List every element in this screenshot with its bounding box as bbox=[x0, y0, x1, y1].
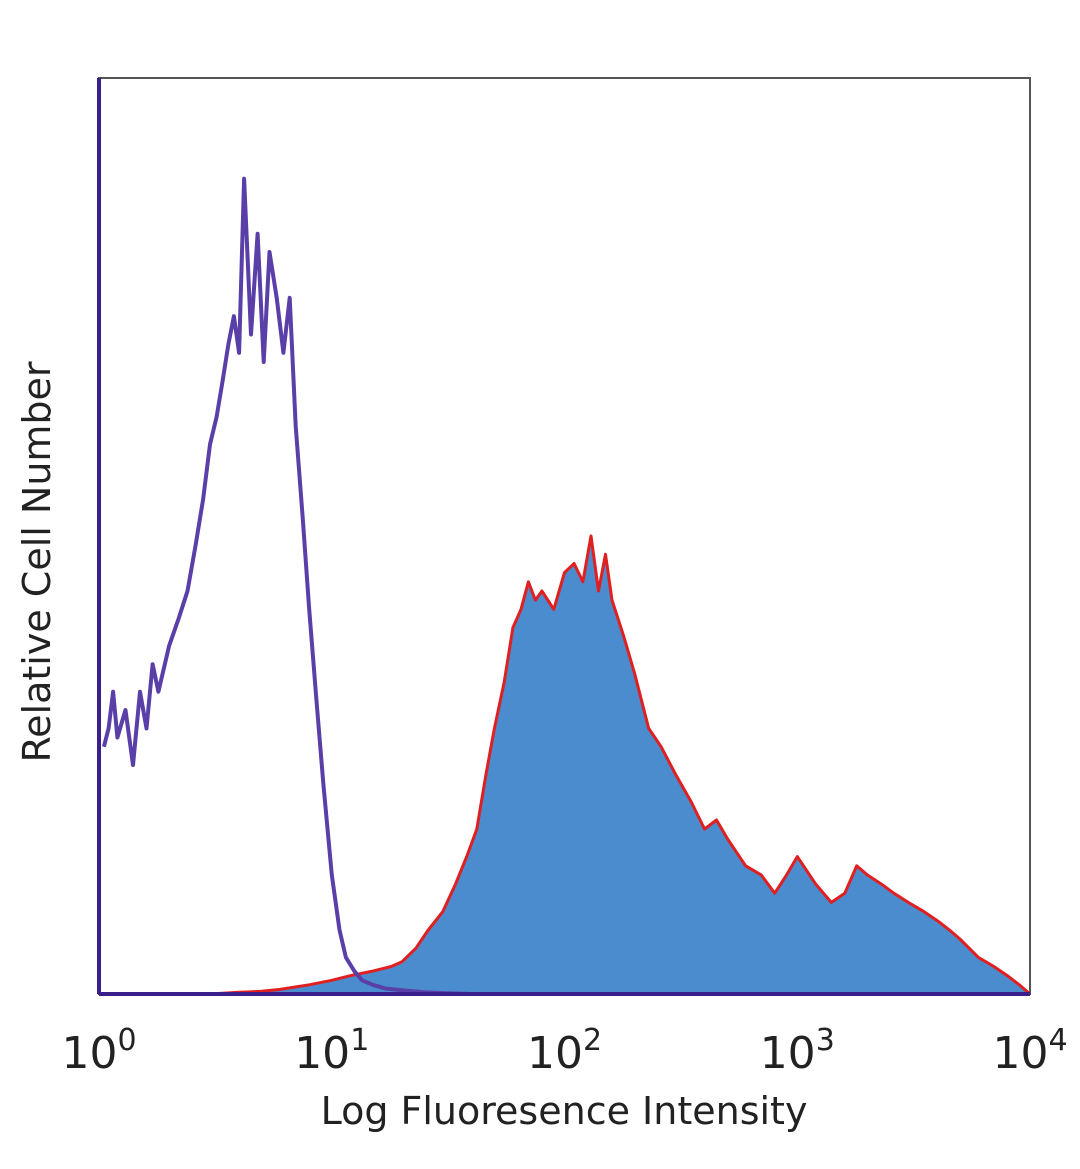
x-tick-label: 100 bbox=[62, 1023, 137, 1079]
x-axis-title: Log Fluoresence Intensity bbox=[321, 1089, 808, 1133]
x-tick-label: 104 bbox=[993, 1023, 1068, 1079]
control-histogram-line bbox=[101, 176, 1030, 996]
x-tick-label: 102 bbox=[527, 1023, 602, 1079]
x-tick-label: 103 bbox=[760, 1023, 835, 1079]
x-tick-label: 101 bbox=[294, 1023, 369, 1079]
x-tick-labels: 100 101 102 103 104 bbox=[62, 1023, 1068, 1079]
filled-histogram-area bbox=[99, 536, 1030, 994]
series-layer bbox=[99, 176, 1031, 996]
y-axis-title: Relative Cell Number bbox=[15, 361, 59, 762]
filled-histogram-outline bbox=[99, 534, 1031, 996]
